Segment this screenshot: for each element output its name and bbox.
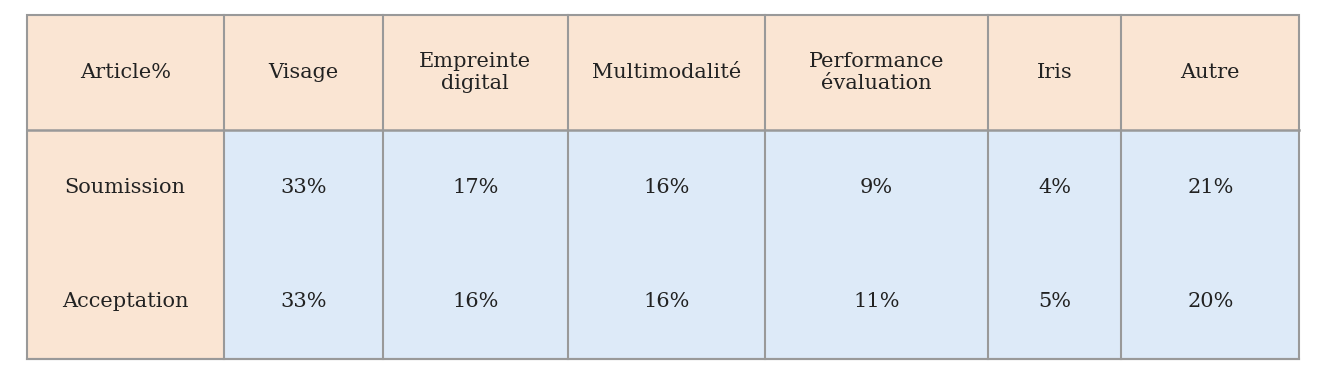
Bar <box>568 130 765 245</box>
Text: Multimodalité: Multimodalité <box>591 63 741 82</box>
Text: 4%: 4% <box>1038 178 1071 197</box>
Bar <box>224 130 383 245</box>
Bar <box>988 130 1122 245</box>
Text: 33%: 33% <box>280 178 326 197</box>
Text: 33%: 33% <box>280 292 326 312</box>
Text: 21%: 21% <box>1187 178 1233 197</box>
Text: 9%: 9% <box>859 178 892 197</box>
Text: 17%: 17% <box>452 178 499 197</box>
Text: 20%: 20% <box>1187 292 1233 312</box>
Text: Empreinte
digital: Empreinte digital <box>419 52 532 93</box>
Bar <box>1122 15 1299 130</box>
Text: Performance
évaluation: Performance évaluation <box>809 52 944 93</box>
Bar <box>1122 245 1299 359</box>
Bar <box>988 245 1122 359</box>
Text: Iris: Iris <box>1037 63 1073 82</box>
Bar <box>383 15 568 130</box>
Text: Article%: Article% <box>80 63 171 82</box>
Bar <box>383 245 568 359</box>
Bar <box>383 130 568 245</box>
Bar <box>988 15 1122 130</box>
Text: 16%: 16% <box>643 178 690 197</box>
Bar <box>27 15 224 130</box>
Bar <box>765 130 988 245</box>
Bar <box>1122 130 1299 245</box>
Bar <box>765 15 988 130</box>
Text: 16%: 16% <box>452 292 499 312</box>
Text: Soumission: Soumission <box>65 178 186 197</box>
Text: Visage: Visage <box>268 63 338 82</box>
Bar <box>224 15 383 130</box>
Bar <box>568 15 765 130</box>
Bar <box>27 130 224 245</box>
Text: 5%: 5% <box>1038 292 1071 312</box>
Bar <box>765 245 988 359</box>
Bar <box>27 245 224 359</box>
Text: Autre: Autre <box>1180 63 1240 82</box>
Bar <box>224 245 383 359</box>
Text: 11%: 11% <box>853 292 899 312</box>
Bar <box>568 245 765 359</box>
Text: Acceptation: Acceptation <box>62 292 188 312</box>
Text: 16%: 16% <box>643 292 690 312</box>
